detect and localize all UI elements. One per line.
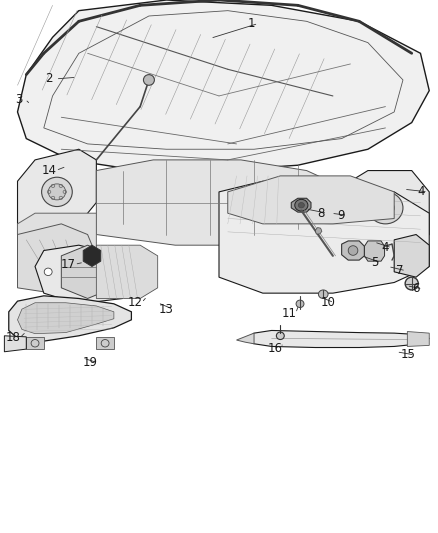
Ellipse shape (405, 277, 418, 290)
Polygon shape (96, 245, 158, 298)
Text: 2: 2 (45, 72, 53, 85)
Polygon shape (96, 160, 350, 245)
Text: 12: 12 (127, 296, 142, 309)
Ellipse shape (48, 184, 66, 200)
Polygon shape (291, 198, 311, 212)
Ellipse shape (276, 332, 284, 340)
Polygon shape (364, 241, 385, 261)
Polygon shape (18, 149, 96, 235)
Text: 4: 4 (417, 185, 425, 198)
Polygon shape (18, 0, 429, 171)
Text: 16: 16 (268, 342, 283, 354)
Polygon shape (219, 181, 429, 293)
Ellipse shape (295, 199, 308, 211)
Polygon shape (237, 333, 254, 344)
Ellipse shape (318, 290, 328, 298)
Ellipse shape (44, 268, 52, 276)
Text: 13: 13 (159, 303, 174, 316)
Text: 14: 14 (42, 164, 57, 177)
Polygon shape (18, 213, 96, 282)
Ellipse shape (298, 203, 304, 208)
Polygon shape (4, 336, 26, 352)
Ellipse shape (144, 75, 154, 85)
Text: 17: 17 (60, 258, 75, 271)
Polygon shape (9, 296, 131, 341)
Text: 5: 5 (371, 256, 378, 269)
Polygon shape (407, 332, 429, 346)
Text: 1: 1 (248, 17, 256, 30)
Text: 4: 4 (381, 241, 389, 254)
Polygon shape (35, 245, 131, 304)
Text: 11: 11 (282, 307, 297, 320)
Text: 3: 3 (15, 93, 22, 106)
Polygon shape (394, 235, 429, 277)
Polygon shape (342, 241, 364, 260)
Text: 18: 18 (6, 332, 21, 344)
Polygon shape (18, 303, 114, 334)
Polygon shape (18, 224, 96, 293)
Text: 15: 15 (401, 349, 416, 361)
Ellipse shape (114, 268, 122, 276)
Ellipse shape (368, 192, 403, 224)
Text: 8: 8 (317, 207, 324, 220)
Ellipse shape (296, 300, 304, 308)
Polygon shape (342, 171, 429, 256)
Text: 9: 9 (337, 209, 345, 222)
Ellipse shape (377, 200, 394, 216)
Polygon shape (96, 337, 114, 349)
Polygon shape (245, 330, 429, 348)
Text: 6: 6 (412, 282, 420, 295)
Polygon shape (83, 245, 101, 266)
Polygon shape (315, 228, 322, 234)
Polygon shape (61, 245, 114, 298)
Text: 19: 19 (83, 356, 98, 369)
Text: 10: 10 (320, 296, 335, 309)
Polygon shape (228, 176, 394, 224)
Ellipse shape (101, 340, 109, 347)
Ellipse shape (42, 177, 72, 207)
Ellipse shape (348, 246, 358, 255)
Polygon shape (26, 337, 44, 349)
Text: 7: 7 (396, 264, 403, 277)
Ellipse shape (31, 340, 39, 347)
